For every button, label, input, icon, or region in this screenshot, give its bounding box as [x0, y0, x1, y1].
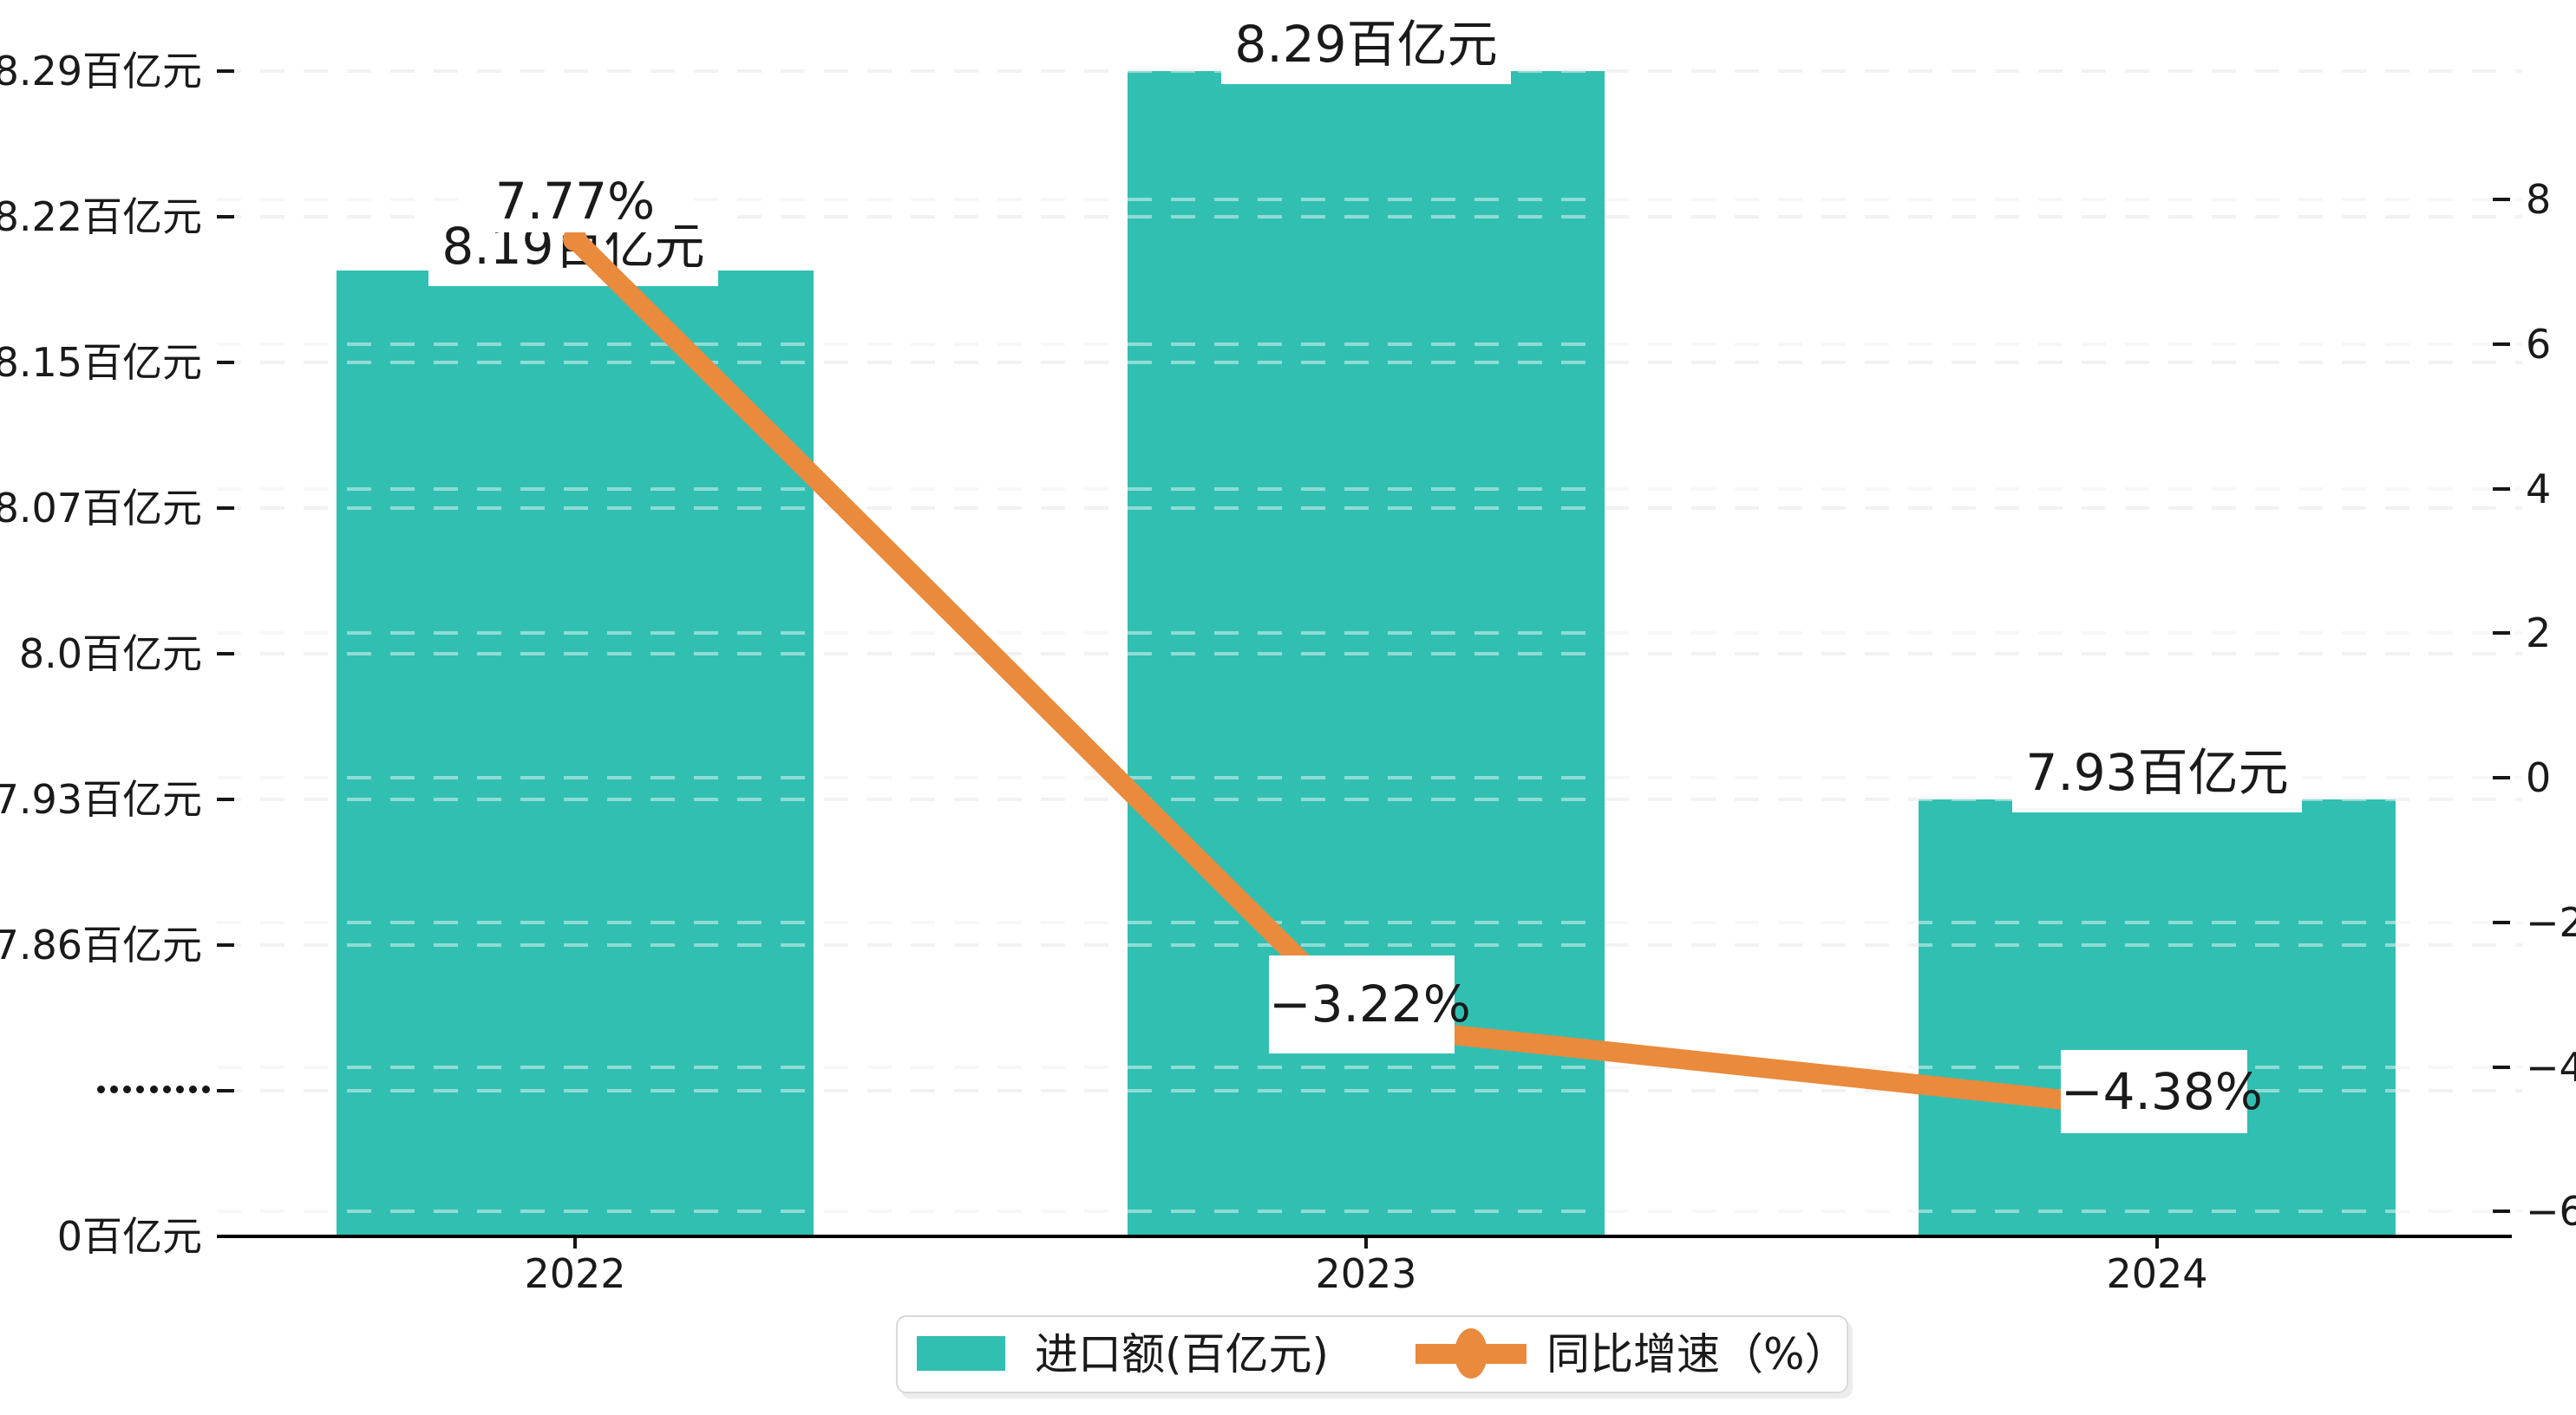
bar-value-label-2023: 8.29百亿元 [1221, 4, 1511, 84]
y-right-tick-label: 8 [2526, 176, 2552, 223]
gridline-overlay [217, 1066, 2522, 1069]
x-axis-line [217, 1235, 2512, 1238]
y-right-tick-label: 6 [2526, 321, 2552, 368]
y-right-tick-mark [2493, 487, 2510, 491]
y-left-tick-mark [217, 361, 234, 364]
line-value-label-2022: 7.77% [475, 170, 675, 232]
x-tick-label-2024: 2024 [2106, 1250, 2208, 1297]
y-right-tick-label: −6 [2526, 1188, 2576, 1235]
y-right-tick-mark [2493, 342, 2510, 346]
gridline-overlay [217, 776, 2522, 779]
y-right-tick-mark [2493, 776, 2510, 779]
y-right-tick-label: −2 [2526, 899, 2576, 946]
y-right-tick-mark [2493, 1210, 2510, 1213]
y-right-tick-mark [2493, 198, 2510, 201]
gridline-overlay [217, 652, 2522, 655]
legend-label-imports: 进口额(百亿元) [1035, 1329, 1330, 1379]
y-left-tick-label: 8.07百亿元 [0, 485, 202, 531]
legend-bar-swatch-icon [917, 1336, 1005, 1371]
y-left-tick-label: 8.29百亿元 [0, 48, 202, 95]
y-right-tick-mark [2493, 1066, 2510, 1069]
gridline-overlay [217, 1089, 2522, 1092]
y-right-tick-mark [2493, 631, 2510, 635]
y-right-tick-label: 0 [2526, 754, 2552, 801]
x-tick-label-2022: 2022 [524, 1250, 626, 1297]
y-left-tick-mark [217, 798, 234, 801]
y-left-tick-label: 8.22百亿元 [0, 193, 202, 240]
y-right-tick-mark [2493, 921, 2510, 924]
line-point-2022 [563, 227, 587, 251]
gridline-overlay [217, 215, 2522, 218]
bar-2022 [337, 271, 814, 1236]
x-tick-label-2023: 2023 [1315, 1250, 1417, 1297]
y-left-tick-mark [217, 69, 234, 73]
y-right-tick-label: 4 [2526, 466, 2552, 512]
axis-break-dots [97, 1086, 210, 1093]
gridline-overlay [217, 798, 2522, 801]
legend-label-growth: 同比增速（%） [1546, 1329, 1848, 1379]
gridline-overlay [217, 506, 2522, 510]
x-tick-mark [1364, 1238, 1368, 1249]
gridline-overlay [217, 1210, 2522, 1213]
y-left-tick-mark [217, 215, 234, 218]
line-value-label-2023: −3.22% [1269, 955, 1471, 1053]
y-left-tick-label: 8.15百亿元 [0, 339, 202, 386]
gridline-overlay [217, 487, 2522, 491]
gridline-overlay [217, 943, 2522, 947]
y-left-tick-mark [217, 652, 234, 655]
bar-value-label-2024: 7.93百亿元 [2012, 733, 2302, 812]
bar-2024 [1919, 799, 2396, 1236]
gridline-overlay [217, 921, 2522, 924]
y-left-tick-label: 7.93百亿元 [0, 776, 202, 823]
y-left-tick-mark [217, 943, 234, 947]
x-tick-mark [573, 1238, 577, 1249]
y-left-tick-mark [217, 1089, 234, 1092]
y-left-tick-label: 0百亿元 [56, 1213, 202, 1260]
line-value-label-2024: −4.38% [2061, 1050, 2263, 1133]
y-left-tick-label: 8.0百亿元 [18, 630, 202, 677]
gridline-overlay [217, 361, 2522, 364]
legend-line-dot-icon [1455, 1328, 1487, 1379]
legend: 进口额(百亿元) 同比增速（%） [896, 1315, 1848, 1393]
gridline-overlay [217, 198, 2522, 201]
y-left-tick-mark [217, 506, 234, 510]
gridline-overlay [217, 631, 2522, 635]
y-right-tick-label: 2 [2526, 610, 2552, 656]
y-left-tick-label: 7.86百亿元 [0, 922, 202, 968]
x-tick-mark [2155, 1238, 2159, 1249]
gridline-overlay [217, 342, 2522, 346]
y-right-tick-label: −4 [2526, 1044, 2576, 1091]
